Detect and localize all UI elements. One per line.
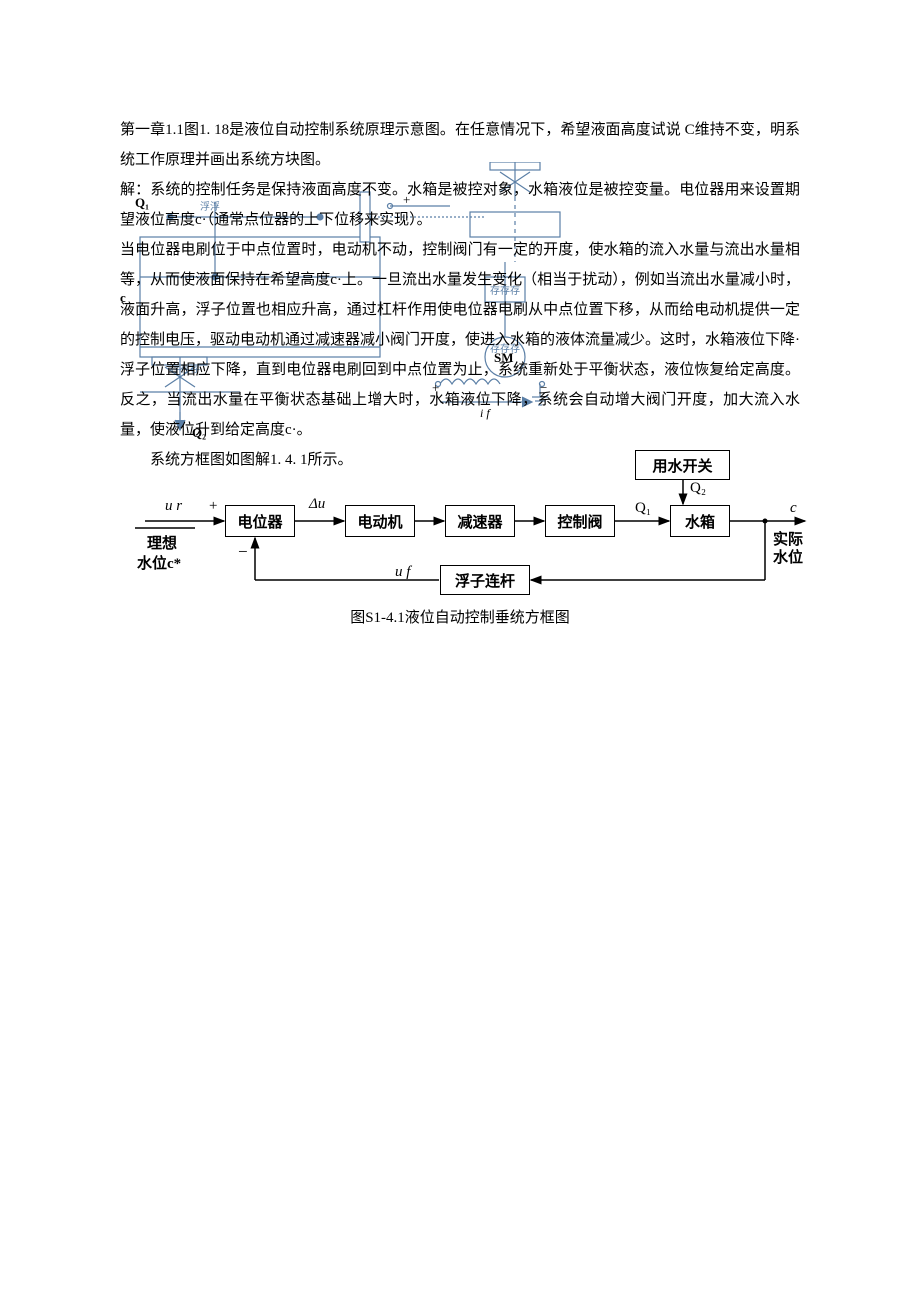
signal-du: Δu [309,496,325,513]
block-diagram-wires [125,450,810,615]
signal-uf: u f [395,564,410,581]
label-ideal: 理想 [147,532,177,553]
paragraph-2: 解：系统的控制任务是保持液面高度不变。水箱是被控对象，水箱液位是被控变量。电位器… [120,175,800,235]
block-diagram-caption: 图S1-4.1液位自动控制垂统方框图 [120,606,800,627]
signal-c: c [790,500,797,517]
signal-ur: u r [165,498,182,515]
body-text-block: 第一章1.1图1. 18是液位自动控制系统原理示意图。在任意情况下，希望液面高度… [120,115,800,475]
label-water2: 水位 [773,546,803,567]
signal-q1: Q₁ [635,500,651,517]
paragraph-3: 当电位器电刷位于中点位置时，电动机不动，控制阀门有一定的开度，使水箱的流入水量与… [120,235,800,445]
block-diagram: 用水开关 电位器 电动机 减速器 控制阀 水箱 浮子连杆 [125,450,810,615]
signal-q2: Q₂ [690,480,706,497]
signal-minus: − [238,542,248,562]
signal-plus: + [209,498,217,515]
paragraph-1: 第一章1.1图1. 18是液位自动控制系统原理示意图。在任意情况下，希望液面高度… [120,115,800,175]
label-water-cstar: 水位c* [137,552,181,573]
